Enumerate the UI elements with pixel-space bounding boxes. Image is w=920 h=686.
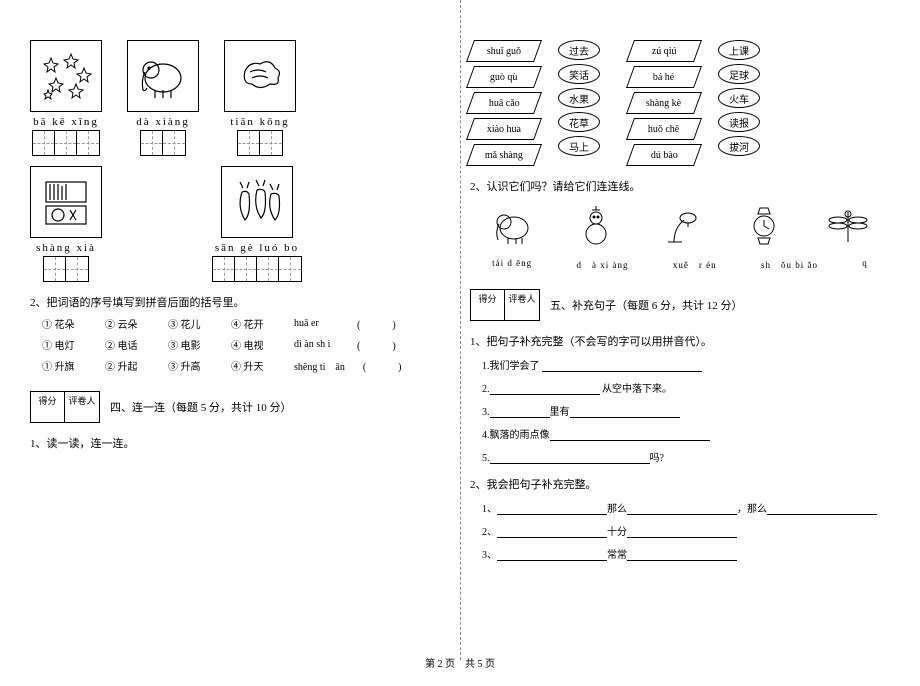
- left-column: bā kē xīng dà xiàng tiān kōng: [0, 0, 460, 650]
- sky-image: [224, 40, 296, 112]
- match-left-oval: 过去 笑话 水果 花草 马上: [558, 40, 600, 166]
- rhombus-item: xiào hua: [466, 118, 542, 140]
- score-box-right: 得分 评卷人 五、补充句子（每题 6 分，共计 12 分）: [470, 289, 890, 321]
- books-image: [30, 166, 102, 238]
- watch-icon: [740, 202, 788, 250]
- pic-item-elephant: dà xiàng: [127, 40, 199, 156]
- q2-row-2: ① 电灯 ② 电话 ③ 电影 ④ 电视 di àn sh ì ( ): [42, 337, 445, 352]
- oval-item: 花草: [558, 112, 600, 132]
- q2-title: 2、把词语的序号填写到拼音后面的括号里。: [30, 294, 445, 310]
- write-grid: [212, 256, 302, 282]
- oval-item: 火车: [718, 88, 760, 108]
- pinyin-label: bā kē xīng: [33, 116, 99, 128]
- pic-item-books: shàng xià: [30, 166, 102, 282]
- write-grid: [140, 130, 186, 156]
- rhombus-item: mǎ shàng: [466, 144, 542, 166]
- carrots-image: [221, 166, 293, 238]
- icon-row: [470, 202, 890, 250]
- oval-item: 上课: [718, 40, 760, 60]
- q2-right-title: 2、认识它们吗？请给它们连连线。: [470, 178, 890, 194]
- score-label: 得分: [471, 290, 505, 320]
- pic-item-sky: tiān kōng: [224, 40, 296, 156]
- score-box: 得分 评卷人 四、连一连（每题 5 分，共计 10 分）: [30, 391, 445, 423]
- right-column: shuǐ guǒ guò qù huā cǎo xiào hua mǎ shàn…: [460, 0, 920, 650]
- q4-1-title: 1、读一读，连一连。: [30, 435, 445, 451]
- elephant-image: [127, 40, 199, 112]
- q2-row-1: ① 花朵 ② 云朵 ③ 花儿 ④ 花开 huā er ( ): [42, 316, 445, 331]
- grader-label: 评卷人: [505, 290, 539, 320]
- q2-row-3: ① 升旗 ② 升起 ③ 升高 ④ 升天 shēng tí ān ( ): [42, 358, 445, 373]
- pic-item-carrots: sān gè luó bo: [212, 166, 302, 282]
- write-grid: [43, 256, 89, 282]
- dragonfly-icon: [824, 202, 872, 250]
- snowman-icon: [572, 202, 620, 250]
- fill-line-5: 5.吗?: [482, 449, 890, 464]
- rhombus-item: shàng kè: [626, 92, 702, 114]
- rhombus-item: dú bào: [626, 144, 702, 166]
- picture-row-1: bā kē xīng dà xiàng tiān kōng: [30, 40, 445, 156]
- pinyin-label: shàng xià: [36, 242, 96, 254]
- write-grid: [237, 130, 283, 156]
- match-left-rhombus: shuǐ guǒ guò qù huā cǎo xiào hua mǎ shàn…: [470, 40, 538, 166]
- picture-row-2: shàng xià sān gè luó bo: [30, 166, 445, 282]
- matching-block: shuǐ guǒ guò qù huā cǎo xiào hua mǎ shàn…: [470, 40, 890, 166]
- icon-labels: tái d ēng d à xi àng xuě r én sh ǒu bi ǎ…: [470, 258, 890, 271]
- oval-item: 拔河: [718, 136, 760, 156]
- elephant-icon: [488, 202, 536, 250]
- score-label: 得分: [31, 392, 65, 422]
- q5-2-title: 2、我会把句子补充完整。: [470, 476, 890, 492]
- rhombus-item: bá hé: [626, 66, 702, 88]
- oval-item: 过去: [558, 40, 600, 60]
- fill-line-1: 1.我们学会了: [482, 357, 890, 372]
- fill2-line-1: 1、那么，那么: [482, 500, 890, 515]
- rhombus-item: guò qù: [466, 66, 542, 88]
- rhombus-item: huā cǎo: [466, 92, 542, 114]
- fill-line-2: 2. 从空中落下来。: [482, 380, 890, 395]
- match-right-oval: 上课 足球 火车 读报 拔河: [718, 40, 760, 166]
- pinyin-label: dà xiàng: [136, 116, 190, 128]
- oval-item: 马上: [558, 136, 600, 156]
- rhombus-item: zú qiú: [626, 40, 702, 62]
- oval-item: 水果: [558, 88, 600, 108]
- write-grid: [32, 130, 100, 156]
- pinyin-label: tiān kōng: [230, 116, 289, 128]
- lamp-icon: [656, 202, 704, 250]
- fill2-line-2: 2、十分: [482, 523, 890, 538]
- section-4-title: 四、连一连（每题 5 分，共计 10 分）: [110, 399, 292, 415]
- oval-item: 笑话: [558, 64, 600, 84]
- fill2-line-3: 3、常常: [482, 546, 890, 561]
- oval-item: 读报: [718, 112, 760, 132]
- pinyin-label: sān gè luó bo: [215, 242, 299, 254]
- q5-1-title: 1、把句子补充完整（不会写的字可以用拼音代）。: [470, 333, 890, 349]
- rhombus-item: huǒ chē: [626, 118, 702, 140]
- section-5-title: 五、补充句子（每题 6 分，共计 12 分）: [550, 297, 743, 313]
- grader-label: 评卷人: [65, 392, 99, 422]
- pic-item-stars: bā kē xīng: [30, 40, 102, 156]
- oval-item: 足球: [718, 64, 760, 84]
- rhombus-item: shuǐ guǒ: [466, 40, 542, 62]
- match-right-rhombus: zú qiú bá hé shàng kè huǒ chē dú bào: [630, 40, 698, 166]
- fill-line-4: 4.飘落的雨点像: [482, 426, 890, 441]
- fill-line-3: 3.里有: [482, 403, 890, 418]
- stars-image: [30, 40, 102, 112]
